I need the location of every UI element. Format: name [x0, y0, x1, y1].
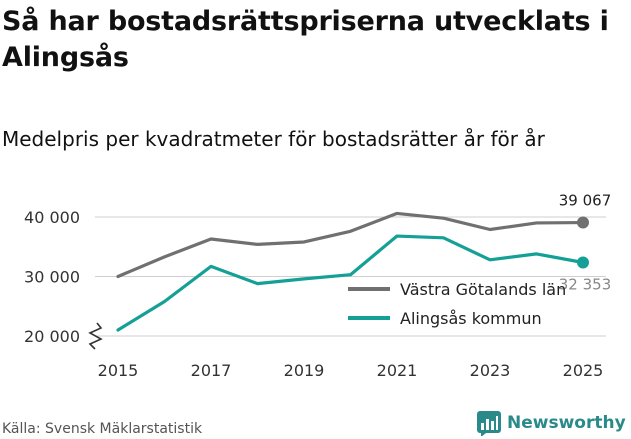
axis-break-icon [88, 322, 103, 350]
legend-label-0: Västra Götalands län [400, 280, 566, 299]
y-tick-labels: 20 000 30 000 40 000 [24, 208, 80, 346]
end-label-1: 32 353 [559, 275, 612, 293]
newsworthy-logo: Newsworthy [476, 408, 628, 438]
legend-label-1: Alingsås kommun [400, 309, 542, 328]
x-tick-label: 2015 [98, 361, 139, 380]
series-lines [116, 211, 589, 332]
newsworthy-logo-icon [477, 411, 501, 436]
series-line-0 [116, 211, 585, 279]
x-tick-labels: 2015 2017 2019 2021 2023 2025 [98, 361, 604, 380]
end-label-0: 39 067 [559, 192, 612, 210]
y-tick-label: 40 000 [24, 208, 80, 227]
legend: Västra Götalands län Alingsås kommun [348, 280, 566, 328]
x-tick-label: 2021 [377, 361, 418, 380]
x-tick-label: 2025 [563, 361, 604, 380]
y-tick-label: 30 000 [24, 268, 80, 287]
chart-subtitle: Medelpris per kvadratmeter för bostadsrä… [2, 127, 545, 151]
chart-title: Så har bostadsrättspriserna utvecklats i… [2, 6, 609, 73]
series-line-1 [116, 234, 585, 332]
x-tick-label: 2023 [470, 361, 511, 380]
grid-lines [95, 216, 606, 337]
x-tick-label: 2017 [191, 361, 232, 380]
brand-name: Newsworthy [507, 413, 626, 433]
y-tick-label: 20 000 [24, 327, 80, 346]
axis-break-zigzag [88, 322, 103, 350]
series-end-marker-0 [577, 216, 589, 229]
source-note: Källa: Svensk Mäklarstatistik [2, 421, 203, 437]
x-tick-label: 2019 [284, 361, 325, 380]
end-labels: 39 067 32 353 [559, 192, 612, 294]
series-end-marker-1 [577, 256, 589, 269]
